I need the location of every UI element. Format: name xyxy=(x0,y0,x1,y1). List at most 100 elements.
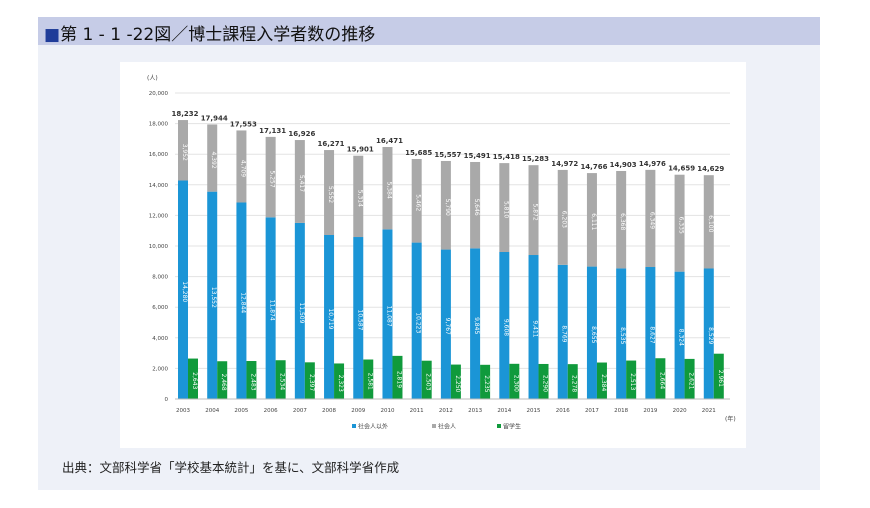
x-tick-label: 2006 xyxy=(264,408,278,414)
x-tick-label: 2012 xyxy=(439,408,453,414)
total-label: 17,131 xyxy=(259,127,286,135)
data-label-non-working: 11,874 xyxy=(269,300,276,321)
data-label-non-working: 9,845 xyxy=(473,317,480,334)
y-tick-label: 6,000 xyxy=(152,305,168,311)
bar-working xyxy=(616,170,627,269)
bar-working xyxy=(178,120,188,181)
y-tick-label: 10,000 xyxy=(149,244,169,250)
x-tick-label: 2008 xyxy=(322,408,336,414)
data-label-non-working: 9,411 xyxy=(532,320,539,337)
x-tick-label: 2010 xyxy=(380,408,394,414)
data-label-international: 2,534 xyxy=(279,373,286,390)
legend-swatch xyxy=(352,424,356,428)
bar-working xyxy=(528,165,539,256)
total-label: 15,418 xyxy=(493,153,520,161)
data-label-non-working: 8,655 xyxy=(590,326,597,343)
bar-non-working xyxy=(382,229,393,399)
data-label-non-working: 8,627 xyxy=(648,326,655,343)
x-tick-label: 2018 xyxy=(614,408,628,414)
bar-working xyxy=(207,124,218,192)
y-tick-label: 16,000 xyxy=(149,152,169,158)
data-label-international: 2,468 xyxy=(220,374,227,391)
title-marker-icon: ■ xyxy=(44,25,61,45)
data-label-non-working: 10,587 xyxy=(356,310,363,331)
data-label-working: 4,709 xyxy=(239,160,246,177)
bar-non-working xyxy=(294,222,305,399)
bar-international xyxy=(246,361,257,399)
data-label-international: 2,664 xyxy=(658,372,665,389)
x-tick-label: 2011 xyxy=(410,408,424,414)
data-label-non-working: 9,608 xyxy=(502,319,509,336)
y-tick-label: 14,000 xyxy=(149,183,169,189)
total-label: 16,271 xyxy=(318,140,345,148)
data-label-working: 6,100 xyxy=(707,215,714,232)
data-label-working: 6,203 xyxy=(561,211,568,228)
total-label: 15,557 xyxy=(434,151,461,159)
bar-international xyxy=(392,355,403,399)
bar-non-working xyxy=(178,180,188,399)
bar-non-working xyxy=(645,267,656,399)
bar-non-working xyxy=(470,248,481,399)
title-text: 第 1 - 1 -22図／博士課程入学者数の推移 xyxy=(60,25,376,45)
data-label-non-working: 11,509 xyxy=(298,302,305,323)
data-label-international: 2,278 xyxy=(571,375,578,392)
data-label-working: 5,417 xyxy=(298,175,305,192)
bar-international xyxy=(684,358,695,399)
total-label: 16,926 xyxy=(288,130,315,138)
x-tick-label: 2016 xyxy=(556,408,570,414)
data-label-working: 6,111 xyxy=(590,213,597,230)
data-label-international: 2,235 xyxy=(483,375,490,392)
data-label-international: 2,290 xyxy=(542,375,549,392)
bar-non-working xyxy=(440,249,451,399)
data-label-working: 5,810 xyxy=(502,201,509,218)
x-tick-label: 2015 xyxy=(527,408,541,414)
data-label-international: 2,643 xyxy=(191,372,198,389)
total-label: 15,685 xyxy=(405,149,432,157)
total-label: 16,471 xyxy=(376,137,403,145)
bar-international xyxy=(217,361,228,399)
data-label-working: 5,552 xyxy=(327,186,334,203)
data-label-international: 2,397 xyxy=(308,374,315,391)
data-label-international: 2,384 xyxy=(600,374,607,391)
bar-working xyxy=(411,159,422,243)
data-label-working: 6,368 xyxy=(619,213,626,230)
bar-non-working xyxy=(586,266,597,399)
legend-label: 社会人以外 xyxy=(358,423,388,431)
x-tick-label: 2020 xyxy=(673,408,687,414)
bar-non-working xyxy=(557,264,568,399)
bar-non-working xyxy=(703,268,714,399)
legend-label: 留学生 xyxy=(503,423,521,431)
y-tick-label: 18,000 xyxy=(149,122,169,128)
bar-international xyxy=(188,358,198,399)
x-tick-label: 2009 xyxy=(351,408,365,414)
total-label: 17,553 xyxy=(230,120,257,128)
bar-non-working xyxy=(674,271,685,399)
bar-working xyxy=(265,136,276,218)
x-unit-label: (年) xyxy=(725,415,736,423)
legend-swatch xyxy=(432,424,436,428)
bar-international xyxy=(480,364,491,399)
data-label-non-working: 8,535 xyxy=(619,327,626,344)
data-label-non-working: 8,324 xyxy=(678,329,685,346)
data-label-non-working: 8,529 xyxy=(707,327,714,344)
y-tick-label: 20,000 xyxy=(149,91,169,97)
data-label-international: 2,483 xyxy=(249,373,256,390)
bar-non-working xyxy=(499,251,510,399)
bar-working xyxy=(236,130,247,203)
data-label-working: 5,872 xyxy=(532,203,539,220)
bar-international xyxy=(626,360,637,399)
data-label-working: 5,257 xyxy=(269,171,276,188)
bar-non-working xyxy=(265,217,276,399)
bar-non-working xyxy=(353,237,364,399)
bar-international xyxy=(596,362,607,399)
data-label-international: 2,300 xyxy=(512,375,519,392)
bar-international xyxy=(567,364,578,399)
x-tick-label: 2004 xyxy=(205,408,219,414)
y-tick-label: 4,000 xyxy=(152,336,168,342)
bar-international xyxy=(304,362,315,399)
bar-international xyxy=(421,360,432,399)
data-label-non-working: 10,719 xyxy=(327,308,334,329)
data-label-non-working: 8,769 xyxy=(561,325,568,342)
total-label: 14,659 xyxy=(668,165,695,173)
